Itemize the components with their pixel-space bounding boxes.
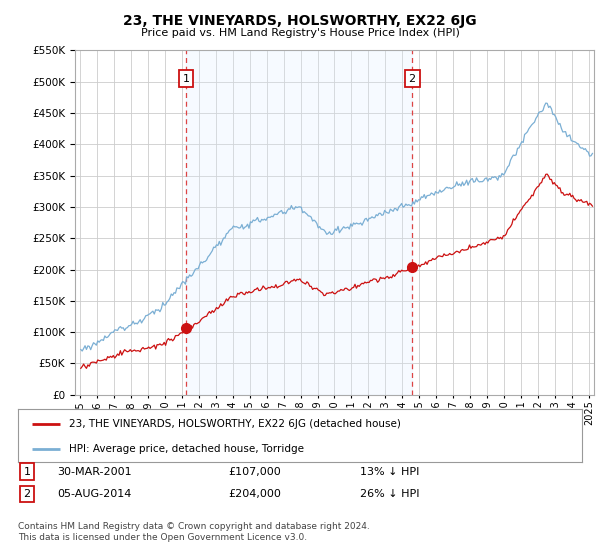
Text: £204,000: £204,000 — [228, 489, 281, 499]
Text: 05-AUG-2014: 05-AUG-2014 — [57, 489, 131, 499]
Text: 2: 2 — [409, 73, 416, 83]
Text: 23, THE VINEYARDS, HOLSWORTHY, EX22 6JG (detached house): 23, THE VINEYARDS, HOLSWORTHY, EX22 6JG … — [69, 419, 401, 429]
Text: £107,000: £107,000 — [228, 466, 281, 477]
Text: 2: 2 — [23, 489, 31, 499]
Text: HPI: Average price, detached house, Torridge: HPI: Average price, detached house, Torr… — [69, 444, 304, 454]
Text: 30-MAR-2001: 30-MAR-2001 — [57, 466, 131, 477]
Text: 1: 1 — [182, 73, 190, 83]
Text: Price paid vs. HM Land Registry's House Price Index (HPI): Price paid vs. HM Land Registry's House … — [140, 28, 460, 38]
Bar — [186, 50, 412, 395]
Text: This data is licensed under the Open Government Licence v3.0.: This data is licensed under the Open Gov… — [18, 533, 307, 542]
Text: 26% ↓ HPI: 26% ↓ HPI — [360, 489, 419, 499]
Text: Contains HM Land Registry data © Crown copyright and database right 2024.: Contains HM Land Registry data © Crown c… — [18, 522, 370, 531]
Text: 23, THE VINEYARDS, HOLSWORTHY, EX22 6JG: 23, THE VINEYARDS, HOLSWORTHY, EX22 6JG — [123, 14, 477, 28]
Text: 13% ↓ HPI: 13% ↓ HPI — [360, 466, 419, 477]
Text: 1: 1 — [23, 466, 31, 477]
